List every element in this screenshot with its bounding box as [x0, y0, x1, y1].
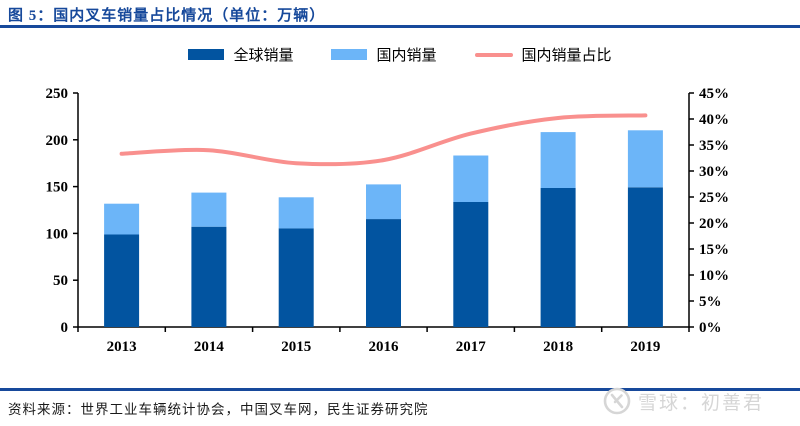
- bar-domestic-2019: [627, 130, 663, 188]
- domestic-share-line: [119, 113, 648, 167]
- bar-global-2015: [278, 228, 314, 327]
- legend-swatch-domestic-sales: [331, 49, 368, 60]
- bar-domestic-2018: [540, 132, 576, 188]
- bar-global-2013: [104, 234, 140, 327]
- chart-legend: 全球销量 国内销量 国内销量占比: [0, 44, 800, 65]
- left-axis-tick-label: 150: [46, 180, 69, 196]
- x-axis-category-label: 2017: [456, 339, 487, 355]
- bar-global-2018: [540, 188, 576, 327]
- x-axis-category-label: 2019: [630, 339, 660, 355]
- right-axis-tick-label: 10%: [699, 268, 729, 284]
- legend-item-domestic-share: 国内销量占比: [474, 44, 612, 65]
- right-axis-tick-label: 15%: [699, 242, 729, 258]
- bar-global-2019: [627, 187, 663, 327]
- legend-swatch-domestic-share: [474, 52, 513, 57]
- figure-title: 图 5：国内叉车销量占比情况（单位：万辆）: [8, 8, 326, 24]
- bar-domestic-2016: [366, 184, 401, 219]
- left-axis-tick-label: 250: [46, 86, 69, 102]
- footer-divider: [0, 388, 800, 391]
- legend-swatch-global-sales: [188, 49, 225, 60]
- right-axis-tick-label: 0%: [699, 320, 722, 336]
- title-underline: [0, 25, 800, 28]
- bar-global-2016: [366, 219, 401, 327]
- watermark: 雪球：初善君: [602, 386, 764, 416]
- bar-global-2017: [453, 202, 489, 327]
- legend-item-global-sales: 全球销量: [188, 44, 293, 65]
- right-axis-tick-label: 5%: [699, 294, 722, 310]
- bar-domestic-2014: [191, 192, 227, 227]
- stacked-bar-line-chart: 0 50 100 150 200 250 0% 5% 10% 15% 20% 25% 30% 35% 40%…: [46, 86, 730, 355]
- left-axis-tick-label: 200: [46, 133, 69, 149]
- right-axis-tick-label: 30%: [699, 164, 729, 180]
- left-axis-tick-label: 0: [61, 320, 69, 336]
- x-axis-category-label: 2018: [543, 339, 573, 355]
- watermark-text: 雪球：初善君: [638, 392, 765, 414]
- x-axis-category-label: 2014: [194, 339, 225, 355]
- x-axis-category-label: 2013: [107, 339, 137, 355]
- legend-label-domestic-sales: 国内销量: [376, 48, 437, 64]
- right-axis-tick-label: 20%: [699, 216, 729, 232]
- legend-label-domestic-share: 国内销量占比: [521, 48, 612, 64]
- bar-domestic-2017: [453, 155, 489, 202]
- legend-item-domestic-sales: 国内销量: [331, 44, 437, 65]
- bar-domestic-2015: [278, 197, 314, 229]
- xueqiu-logo-icon: [603, 387, 631, 415]
- left-axis-tick-label: 100: [46, 226, 69, 242]
- bar-domestic-2013: [104, 203, 140, 235]
- right-axis-tick-label: 45%: [699, 86, 729, 102]
- bar-global-2014: [191, 226, 227, 327]
- left-axis-tick-label: 50: [53, 273, 68, 289]
- x-axis-category-label: 2016: [369, 339, 400, 355]
- right-axis-tick-label: 25%: [699, 190, 729, 206]
- right-axis-tick-label: 35%: [699, 138, 729, 154]
- legend-label-global-sales: 全球销量: [233, 48, 294, 64]
- source-note: 资料来源：世界工业车辆统计协会，中国叉车网，民生证券研究院: [8, 402, 429, 417]
- x-axis-category-label: 2015: [281, 339, 311, 355]
- right-axis-tick-label: 40%: [699, 112, 729, 128]
